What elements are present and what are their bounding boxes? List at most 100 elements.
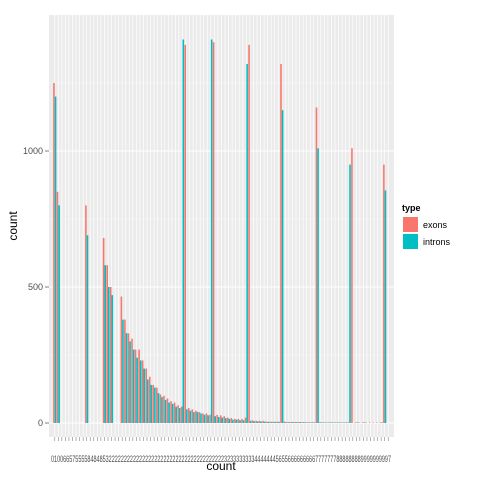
bar-exons — [106, 265, 108, 423]
bar-exons — [230, 418, 233, 423]
bar-exons — [127, 333, 130, 423]
bar-introns — [249, 420, 252, 423]
bar-introns — [147, 379, 149, 423]
bar-exons — [191, 409, 194, 423]
bar-introns — [260, 421, 263, 423]
bar-introns — [242, 420, 245, 423]
bar-exons — [368, 422, 371, 423]
bar-exons — [251, 420, 254, 423]
bar-introns — [164, 399, 167, 423]
bar-introns — [186, 409, 188, 423]
bar-exons — [187, 408, 190, 423]
bar-exons — [241, 418, 243, 423]
legend-swatch-exons — [402, 216, 419, 233]
bar-introns — [306, 422, 309, 423]
bar-introns — [189, 410, 192, 423]
bar-exons — [180, 406, 183, 423]
bar-exons — [290, 421, 293, 423]
bar-introns — [356, 422, 358, 423]
bar-exons — [294, 421, 296, 423]
bar-introns — [278, 421, 280, 423]
bar-introns — [281, 110, 284, 423]
bar-introns — [292, 422, 295, 423]
y-tick-label: 0 — [38, 418, 43, 428]
legend-item-exons: exons — [402, 216, 478, 233]
bar-introns — [196, 412, 199, 423]
bar-introns — [200, 413, 202, 423]
bar-introns — [239, 420, 241, 423]
bar-introns — [253, 421, 256, 423]
bar-introns — [161, 397, 163, 423]
bar-exons — [234, 418, 236, 423]
bar-introns — [232, 419, 234, 423]
bar-introns — [295, 422, 298, 423]
bar-exons — [141, 360, 144, 423]
bar-introns — [338, 422, 341, 423]
bar-introns — [217, 417, 220, 423]
bar-introns — [288, 422, 291, 423]
bar-introns — [168, 402, 170, 423]
bar-exons — [258, 420, 261, 423]
bar-introns — [132, 349, 135, 423]
bar-exons — [273, 421, 275, 423]
bar-introns — [285, 422, 287, 423]
bar-exons — [301, 422, 304, 423]
bar-exons — [56, 191, 59, 423]
bar-exons — [198, 412, 201, 423]
bar-introns — [157, 393, 160, 423]
bar-exons — [195, 410, 197, 423]
bar-exons — [276, 421, 279, 423]
bar-exons — [358, 422, 360, 423]
bar-exons — [209, 414, 211, 423]
bar-introns — [349, 164, 351, 423]
bar-introns — [264, 421, 266, 423]
bar-introns — [182, 39, 185, 423]
bar-introns — [111, 295, 114, 423]
bar-exons — [305, 422, 307, 423]
bar-introns — [303, 422, 305, 423]
bar-exons — [322, 422, 325, 423]
bar-introns — [210, 39, 213, 423]
bar-exons — [269, 421, 272, 423]
bar-exons — [53, 83, 55, 423]
y-tick-label: 1000 — [23, 146, 43, 156]
bar-introns — [320, 422, 323, 423]
y-tick-label: 500 — [28, 282, 43, 292]
bar-introns — [299, 422, 302, 423]
bar-exons — [219, 415, 222, 423]
bar-exons — [354, 422, 357, 423]
bar-introns — [207, 415, 209, 423]
bar-introns — [129, 341, 131, 423]
bar-introns — [58, 205, 60, 423]
bar-introns — [86, 235, 89, 423]
bar-introns — [310, 422, 312, 423]
bar-introns — [324, 422, 326, 423]
bar-introns — [107, 287, 110, 423]
bar-exons — [266, 421, 268, 423]
bar-introns — [150, 384, 153, 423]
bar-introns — [271, 421, 273, 423]
bar-exons — [308, 422, 311, 423]
bar-introns — [384, 190, 387, 423]
bar-exons — [262, 420, 265, 423]
bar-exons — [159, 394, 162, 423]
bar-exons — [138, 349, 140, 423]
bar-introns — [331, 422, 334, 423]
bar-introns — [267, 421, 270, 423]
y-axis-label: count — [6, 211, 20, 241]
bar-exons — [152, 384, 155, 423]
bar-exons — [365, 422, 367, 423]
bar-exons — [297, 421, 300, 423]
bar-exons — [85, 205, 87, 423]
bar-introns — [225, 418, 227, 423]
bar-exons — [237, 418, 240, 423]
bar-exons — [336, 422, 339, 423]
bar-exons — [375, 422, 378, 423]
bar-exons — [351, 148, 353, 423]
bar-exons — [326, 422, 328, 423]
bar-exons — [287, 421, 289, 423]
bar-introns — [143, 368, 146, 423]
bar-exons — [283, 421, 286, 423]
bar-exons — [379, 422, 382, 423]
